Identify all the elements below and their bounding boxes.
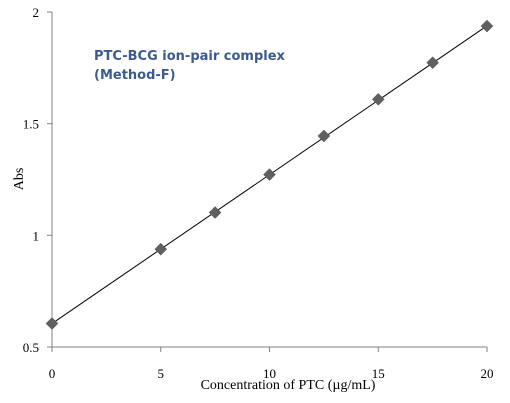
data-point bbox=[480, 19, 494, 33]
data-point bbox=[371, 92, 385, 106]
y-axis-title: Abs bbox=[12, 168, 27, 191]
data-point bbox=[263, 168, 276, 181]
x-tick-label: 5 bbox=[158, 366, 165, 381]
data-point bbox=[208, 206, 222, 219]
x-tick-label: 15 bbox=[372, 366, 385, 381]
y-tick-label: 1 bbox=[33, 228, 40, 243]
tick-marks bbox=[47, 11, 488, 352]
x-tick-label: 0 bbox=[49, 366, 56, 381]
x-axis-title: Concentration of PTC (µg/mL) bbox=[201, 378, 376, 393]
x-tick-label: 20 bbox=[481, 366, 494, 381]
data-point bbox=[426, 56, 439, 70]
tick-labels: 0 5 10 15 20 0.5 1 1.5 2 bbox=[23, 5, 494, 381]
y-tick-label: 0.5 bbox=[23, 340, 39, 355]
y-tick-label: 2 bbox=[33, 5, 40, 20]
annotation-line-1: PTC-BCG ion-pair complex bbox=[94, 49, 286, 64]
data-point bbox=[317, 129, 331, 143]
data-point bbox=[154, 242, 168, 256]
data-point bbox=[45, 317, 59, 330]
y-tick-label: 1.5 bbox=[23, 117, 39, 132]
data-points bbox=[45, 19, 494, 330]
x-tick-label: 10 bbox=[263, 366, 276, 381]
annotation-line-2: (Method-F) bbox=[94, 68, 176, 83]
